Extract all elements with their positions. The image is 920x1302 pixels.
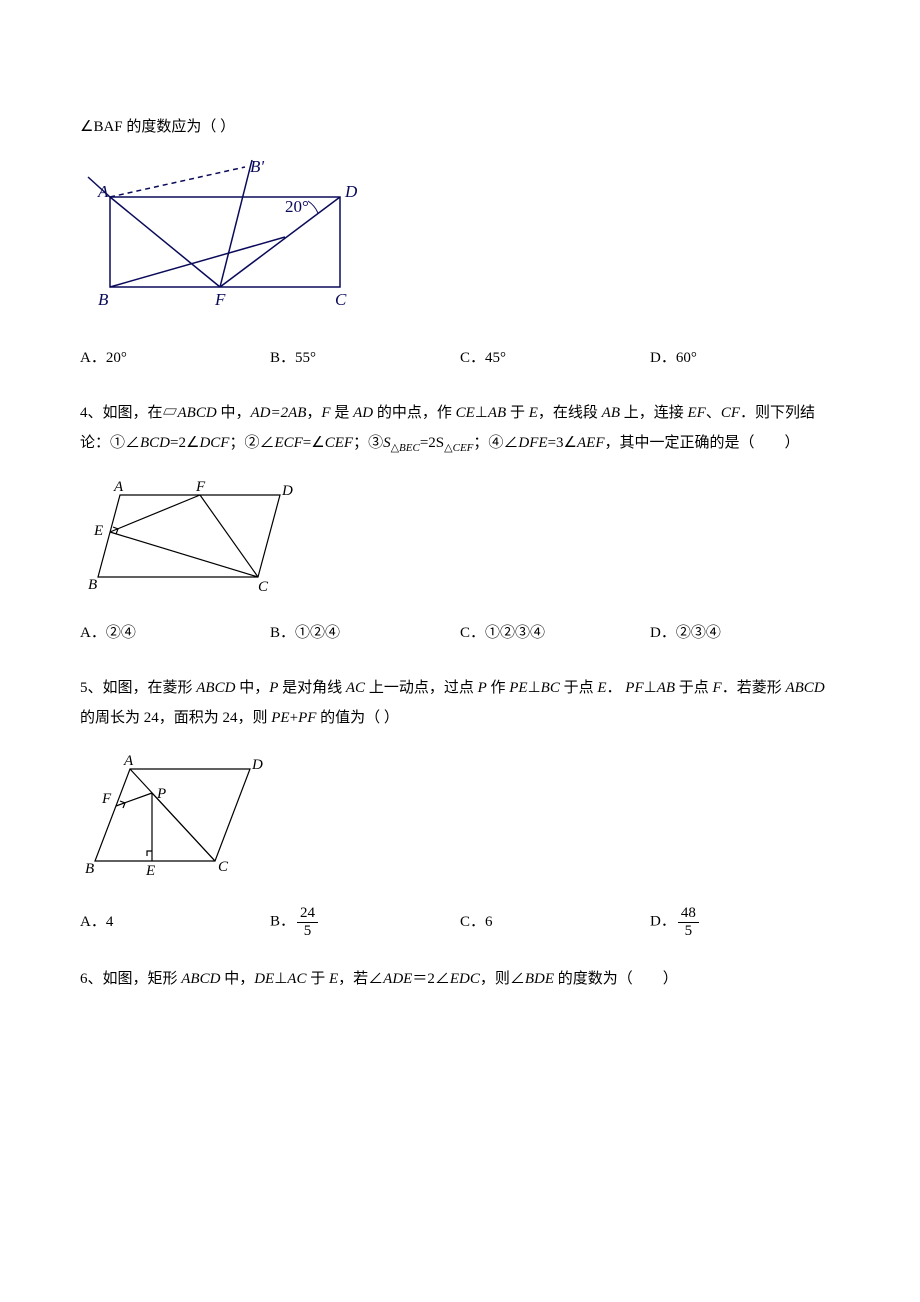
q5-svg: A D F P B E C <box>80 751 280 881</box>
q3-option-d[interactable]: D．60° <box>650 346 840 370</box>
q3-figure: A B' D B F C 20° <box>80 157 840 322</box>
q5-option-a[interactable]: A．4 <box>80 910 270 934</box>
q4-option-a[interactable]: A．②④ <box>80 621 270 645</box>
q5-text: 5、如图，在菱形 ABCD 中，P 是对角线 AC 上一动点，过点 P 作 PE… <box>80 673 840 733</box>
q5-frac-b: 245 <box>297 905 318 939</box>
q3-option-a[interactable]: A．20° <box>80 346 270 370</box>
q4-label-D: D <box>281 483 293 499</box>
q4-label-B: B <box>88 577 97 593</box>
label-A: A <box>97 182 109 201</box>
angle-arc <box>308 201 318 213</box>
q5-frac-d: 485 <box>678 905 699 939</box>
q3-options: A．20° B．55° C．45° D．60° <box>80 346 840 370</box>
q5-option-d[interactable]: D．485 <box>650 905 840 939</box>
q4-option-c[interactable]: C．①②③④ <box>460 621 650 645</box>
q5-option-b[interactable]: B．245 <box>270 905 460 939</box>
q4-label-F: F <box>195 479 206 495</box>
label-Bp: B' <box>250 157 264 176</box>
label-F: F <box>214 290 226 309</box>
q3-lead-text: ∠BAF 的度数应为（ ） <box>80 119 235 135</box>
label-C: C <box>335 290 347 309</box>
q5-options: A．4 B．245 C．6 D．485 <box>80 905 840 939</box>
q5-figure: A D F P B E C <box>80 751 840 881</box>
label-D: D <box>344 182 358 201</box>
q3-option-b[interactable]: B．55° <box>270 346 460 370</box>
q3-lead: ∠BAF 的度数应为（ ） <box>80 115 840 139</box>
q5-label-P: P <box>156 786 166 802</box>
q4-label-E: E <box>93 523 103 539</box>
q5-label-B: B <box>85 861 94 877</box>
q4-svg: A F D E B C <box>80 477 300 597</box>
q4-label-C: C <box>258 579 269 595</box>
q5-label-E: E <box>145 863 155 879</box>
q5-label-A: A <box>123 753 134 769</box>
q4-label-A: A <box>113 479 124 495</box>
q6-text: 6、如图，矩形 ABCD 中，DE⊥AC 于 E，若∠ADE＝2∠EDC，则∠B… <box>80 967 840 991</box>
q4-option-b[interactable]: B．①②④ <box>270 621 460 645</box>
q4-options: A．②④ B．①②④ C．①②③④ D．②③④ <box>80 621 840 645</box>
q4-option-d[interactable]: D．②③④ <box>650 621 840 645</box>
q4-figure: A F D E B C <box>80 477 840 597</box>
q5-label-F: F <box>101 791 112 807</box>
q3-svg: A B' D B F C 20° <box>80 157 360 322</box>
q3-option-c[interactable]: C．45° <box>460 346 650 370</box>
q5-label-C: C <box>218 859 229 875</box>
angle-20: 20° <box>285 197 309 216</box>
q4-text: 4、如图，在▱ABCD 中，AD=2AB，F 是 AD 的中点，作 CE⊥AB … <box>80 398 840 459</box>
q5-label-D: D <box>251 757 263 773</box>
label-B: B <box>98 290 109 309</box>
q5-option-c[interactable]: C．6 <box>460 910 650 934</box>
